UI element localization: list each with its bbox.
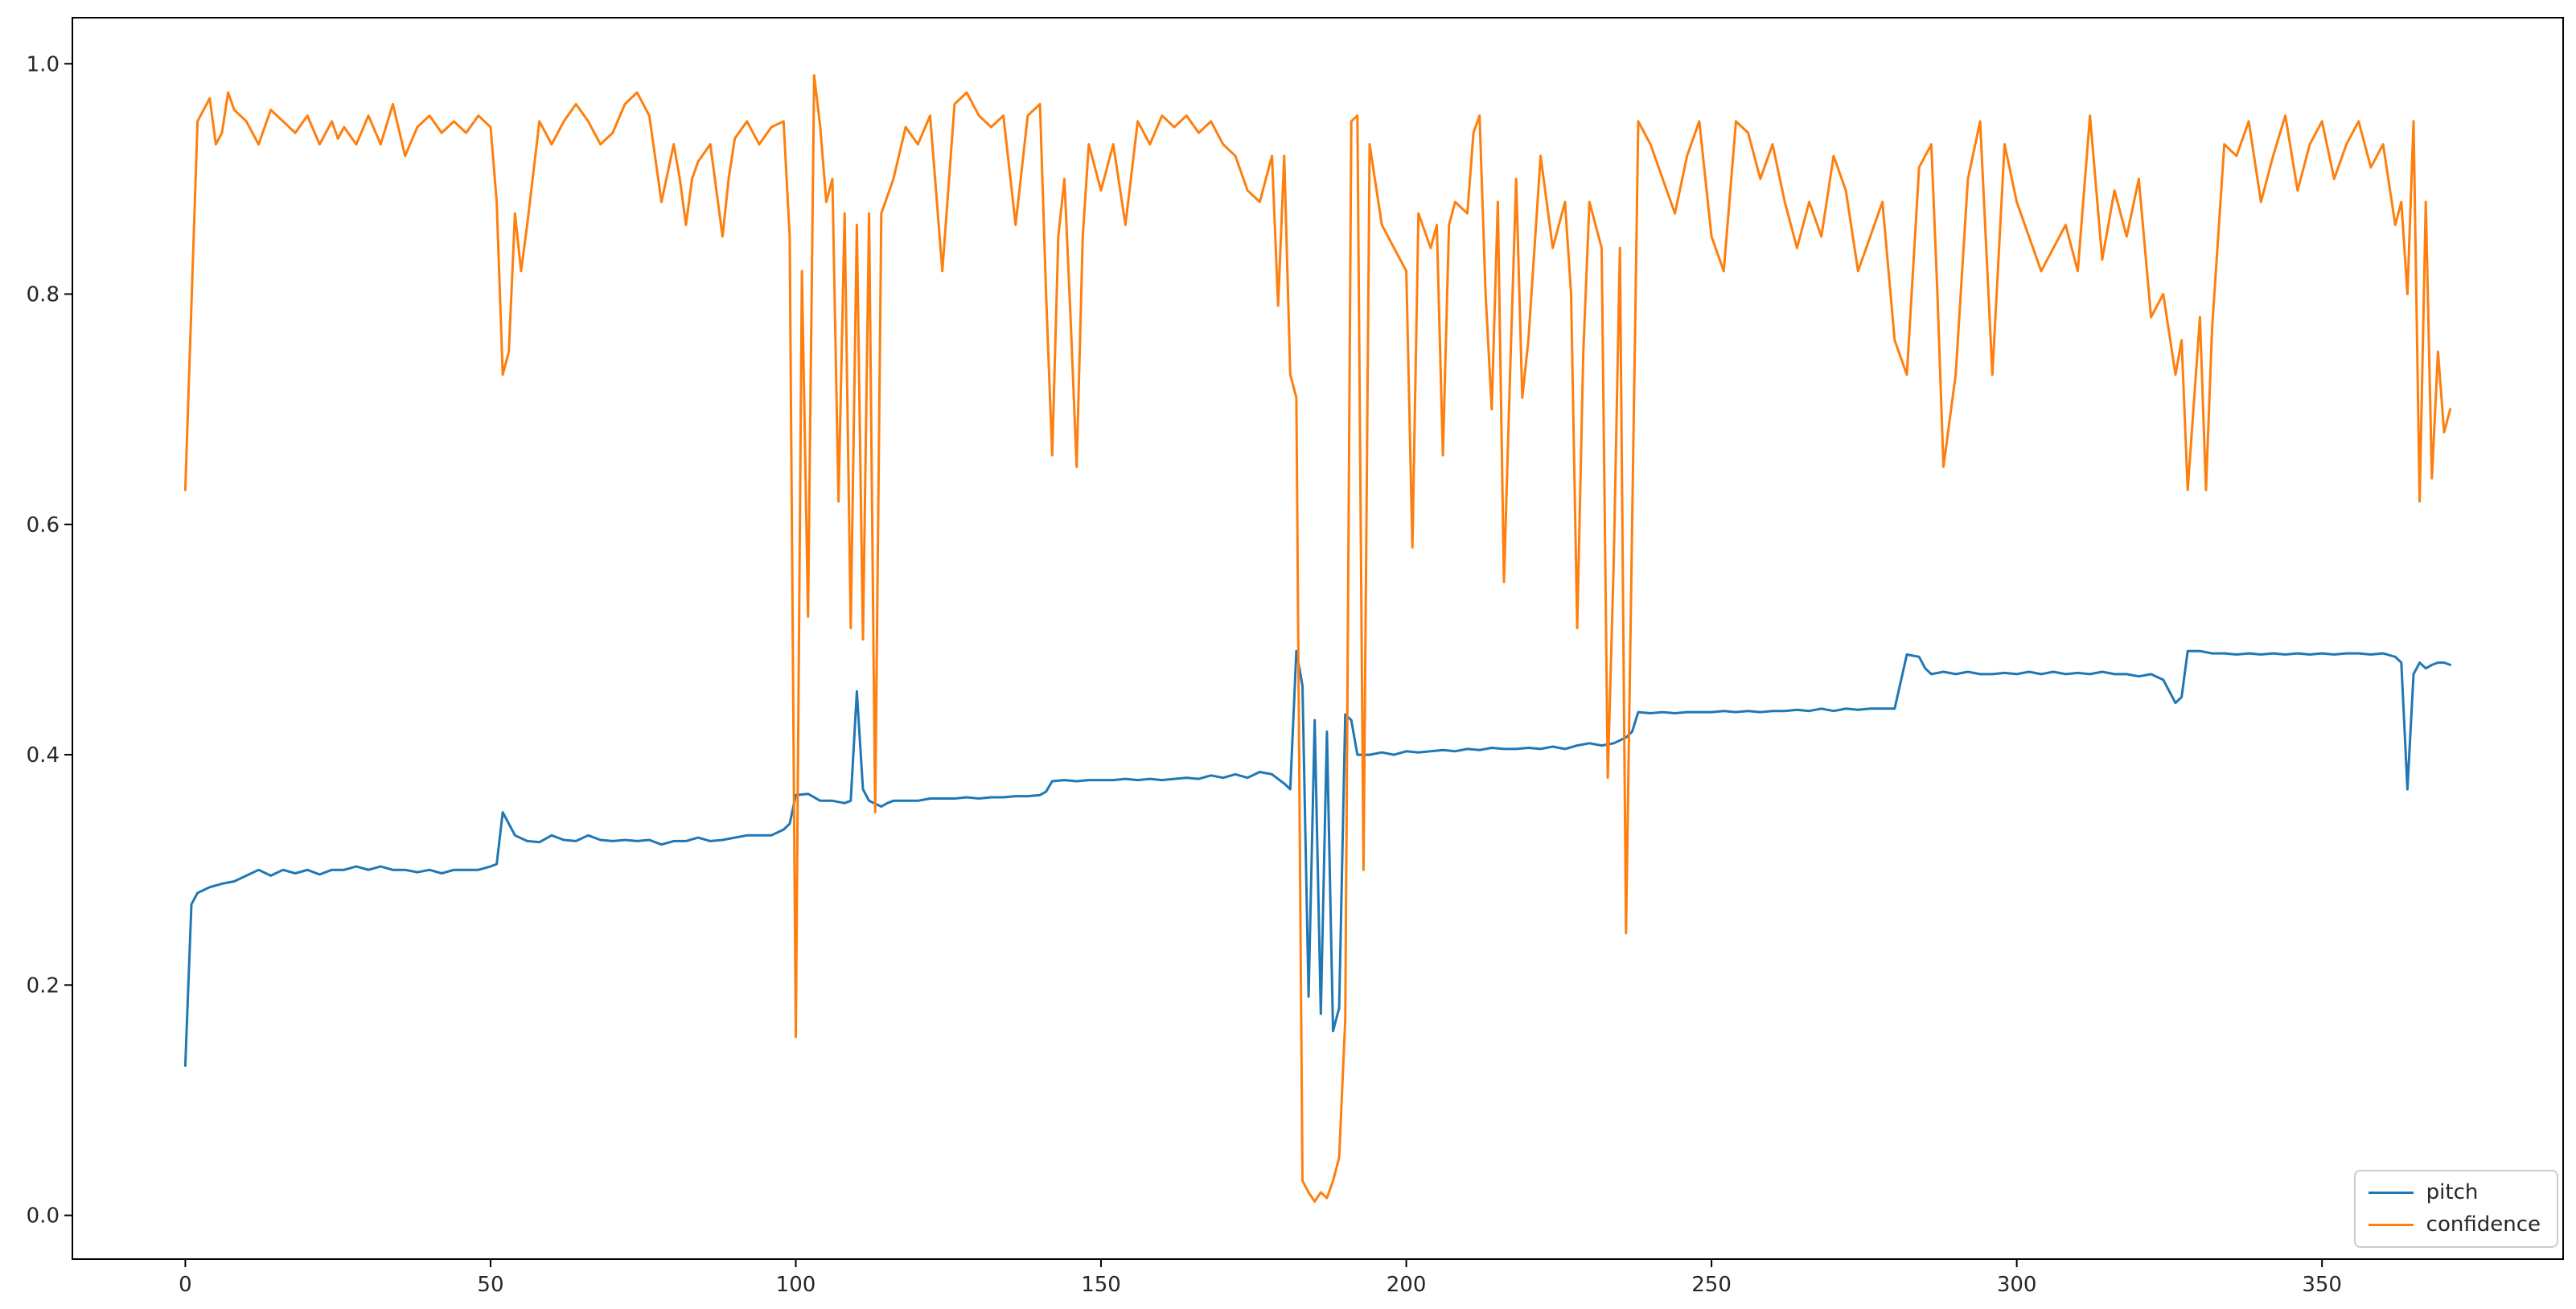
series-lines bbox=[183, 74, 2452, 1203]
legend-entry-confidence: confidence bbox=[2368, 1212, 2541, 1237]
x-tick-label: 300 bbox=[1997, 1273, 2037, 1297]
legend: pitch confidence bbox=[2353, 1169, 2558, 1248]
series-line-pitch bbox=[183, 649, 2452, 1067]
x-axis-ticks: 0 50 100 150 200 250 300 350 bbox=[179, 1259, 2342, 1297]
legend-label-confidence: confidence bbox=[2426, 1212, 2541, 1237]
axes-spines bbox=[72, 17, 2564, 1260]
x-tick-label: 250 bbox=[1691, 1273, 1732, 1297]
legend-line-pitch-icon bbox=[2368, 1191, 2414, 1194]
y-tick-label: 0.2 bbox=[27, 974, 60, 998]
y-tick-label: 0.0 bbox=[27, 1204, 60, 1229]
legend-line-confidence-icon bbox=[2368, 1224, 2414, 1227]
y-tick-label: 0.6 bbox=[27, 513, 60, 537]
x-tick-label: 0 bbox=[179, 1273, 192, 1297]
y-axis-ticks: 0.0 0.2 0.4 0.6 0.8 1.0 bbox=[27, 52, 72, 1229]
x-tick-label: 100 bbox=[776, 1273, 816, 1297]
y-tick-label: 1.0 bbox=[27, 52, 60, 76]
y-tick-label: 0.8 bbox=[27, 283, 60, 307]
x-tick-label: 200 bbox=[1387, 1273, 1427, 1297]
x-tick-label: 350 bbox=[2302, 1273, 2342, 1297]
series-line-confidence bbox=[183, 74, 2452, 1203]
x-tick-label: 150 bbox=[1081, 1273, 1121, 1297]
x-tick-label: 50 bbox=[477, 1273, 503, 1297]
y-tick-label: 0.4 bbox=[27, 743, 60, 768]
legend-entry-pitch: pitch bbox=[2368, 1179, 2541, 1204]
legend-label-pitch: pitch bbox=[2426, 1179, 2479, 1204]
